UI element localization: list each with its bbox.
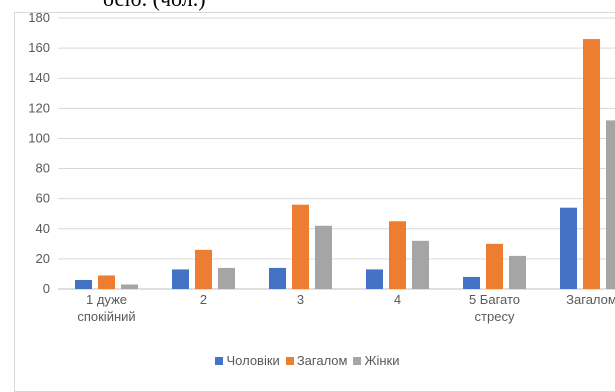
- x-tick-label: 2: [200, 292, 207, 307]
- legend-label: Жінки: [364, 353, 400, 368]
- y-tick-label: 140: [28, 70, 50, 85]
- legend-item: Загалом: [285, 353, 348, 368]
- bar-Жінки: [412, 240, 429, 289]
- bar-Чоловіки: [463, 276, 480, 289]
- chart-title: осіб. (чол.): [103, 0, 206, 12]
- y-tick-label: 0: [43, 281, 50, 296]
- legend-label: Загалом: [296, 353, 348, 368]
- legend-item: Чоловіки: [215, 353, 280, 368]
- y-tick-label: 80: [36, 161, 50, 176]
- x-tick-label: 4: [394, 292, 401, 307]
- y-tick-label: 40: [36, 221, 50, 236]
- bar-Чоловіки: [560, 207, 577, 289]
- bar-Чоловіки: [366, 269, 383, 289]
- legend-swatch: [285, 357, 294, 365]
- legend-swatch: [215, 357, 224, 365]
- bar-Загалом: [486, 243, 503, 289]
- bar-Жінки: [509, 255, 526, 289]
- x-tick-label: 1 дуже спокійний: [77, 292, 135, 324]
- legend-label: Чоловіки: [226, 353, 280, 368]
- bar-Чоловіки: [172, 269, 189, 289]
- bar-Жінки: [218, 267, 235, 289]
- bar-Загалом: [583, 39, 600, 290]
- bar-Загалом: [389, 221, 406, 289]
- y-tick-label: 180: [28, 10, 50, 25]
- y-tick-label: 120: [28, 100, 50, 115]
- legend-swatch: [353, 357, 362, 365]
- bar-Загалом: [98, 275, 115, 289]
- bar-chart: 0 20 40 60 80 100 120 140 160 180 1 дуже спокійний 2…: [28, 10, 615, 324]
- x-tick-label: Загалом: [566, 292, 615, 307]
- bar-Жінки: [315, 225, 332, 289]
- bar-Жінки: [121, 284, 138, 289]
- bar-Загалом: [195, 249, 212, 289]
- legend: Чоловіки Загалом Жінки: [0, 353, 615, 368]
- y-tick-label: 100: [28, 130, 50, 145]
- y-tick-label: 160: [28, 40, 50, 55]
- x-tick-label: 3: [297, 292, 304, 307]
- legend-item: Жінки: [353, 353, 400, 368]
- bar-Загалом: [292, 204, 309, 289]
- bar-Чоловіки: [75, 279, 92, 289]
- bar-Чоловіки: [269, 267, 286, 289]
- bar-Жінки: [606, 120, 615, 289]
- y-tick-label: 20: [36, 251, 50, 266]
- y-tick-label: 60: [36, 191, 50, 206]
- x-tick-label: 5 Багато стресу: [469, 292, 520, 324]
